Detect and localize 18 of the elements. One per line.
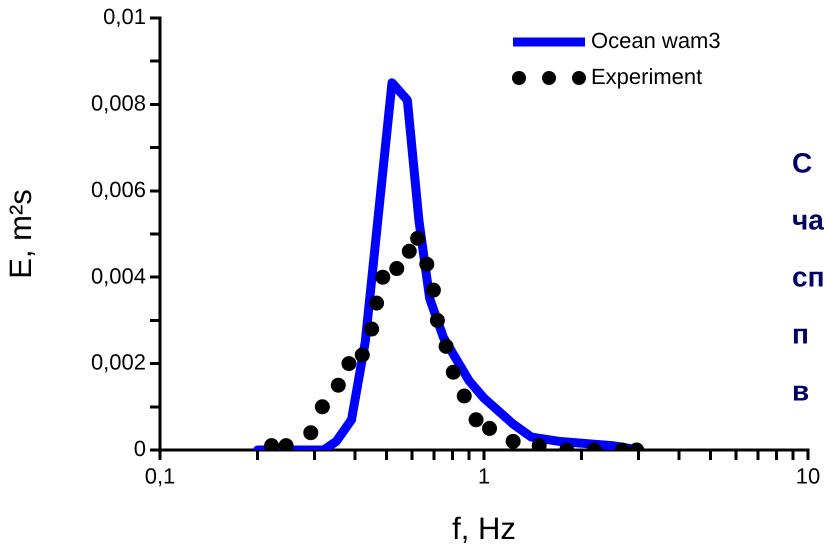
x-tick-label: 0,1	[144, 463, 176, 488]
x-tick-label: 10	[796, 463, 820, 488]
x-tick-label: 1	[478, 463, 490, 488]
annotation: п	[792, 318, 809, 350]
y-tick-label: 0,01	[103, 4, 146, 30]
legend-label: Experiment	[591, 64, 702, 90]
legend-label: Ocean wam3	[591, 28, 721, 54]
y-tick-label: 0,004	[90, 263, 146, 288]
y-tick-label: 0,002	[90, 350, 146, 375]
annotation: в	[792, 376, 810, 407]
y-tick-label: 0	[134, 436, 146, 462]
y-tick-label: 0,006	[90, 176, 146, 202]
y-axis-title: E, m²s	[3, 189, 38, 279]
annotation: С	[792, 148, 812, 179]
y-tick-label: 0,008	[90, 90, 146, 116]
annotation: ча	[792, 204, 824, 236]
annotation: сп	[792, 262, 824, 293]
x-axis-title: f, Hz	[452, 510, 516, 546]
